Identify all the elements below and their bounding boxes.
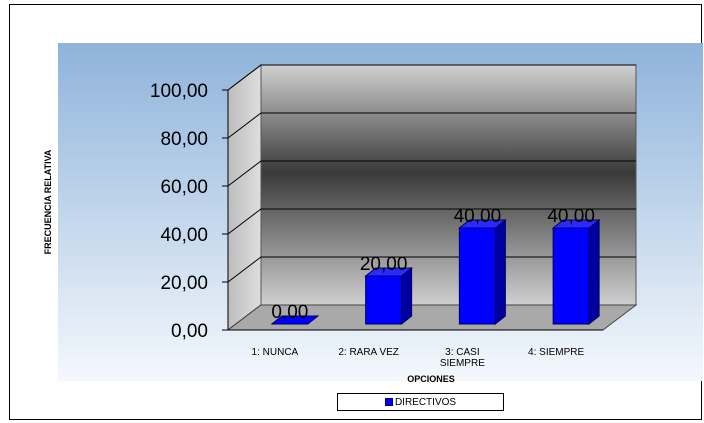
y-tick-label: 100,00	[150, 81, 208, 102]
x-tick-label: SIEMPRE	[440, 358, 485, 369]
legend: DIRECTIVOS	[337, 393, 504, 411]
bar-side	[402, 268, 412, 324]
bar	[553, 220, 599, 324]
data-label: 40,00	[547, 206, 595, 227]
bar	[366, 268, 412, 324]
bar-front	[553, 228, 589, 324]
y-tick-label: 0,00	[171, 321, 208, 342]
y-tick-label: 40,00	[160, 225, 208, 246]
y-tick-label: 80,00	[160, 129, 208, 150]
bar-side	[495, 220, 505, 324]
x-tick-label: 3: CASI	[445, 347, 479, 358]
bar-side	[589, 220, 599, 324]
data-label: 40,00	[454, 206, 502, 227]
legend-swatch	[385, 398, 393, 406]
x-tick-label: 4: SIEMPRE	[528, 347, 584, 358]
data-label: 0,00	[271, 302, 308, 323]
y-tick-label: 60,00	[160, 177, 208, 198]
bar-front	[459, 228, 495, 324]
y-tick-label: 20,00	[160, 273, 208, 294]
side-wall	[228, 65, 261, 330]
data-label: 20,00	[360, 254, 408, 275]
x-tick-label: 1: NUNCA	[252, 347, 299, 358]
bar-front	[366, 276, 402, 324]
x-axis-title: OPCIONES	[407, 374, 455, 384]
y-axis-title: FRECUENCIA RELATIVA	[43, 149, 53, 254]
legend-label: DIRECTIVOS	[395, 397, 456, 408]
x-tick-label: 2: RARA VEZ	[338, 347, 399, 358]
bar	[459, 220, 505, 324]
